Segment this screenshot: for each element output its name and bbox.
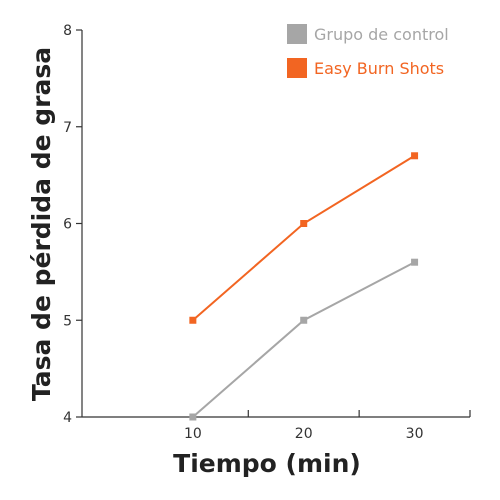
series-line (192, 154, 416, 322)
legend-label: Easy Burn Shots (314, 59, 444, 78)
y-tick-label: 8 (63, 23, 72, 39)
legend-swatch (287, 58, 307, 78)
data-point (411, 152, 419, 160)
x-axis-title: Tiempo (min) (173, 449, 361, 478)
y-tick-label: 4 (63, 410, 72, 426)
x-tick-label: 10 (184, 426, 202, 442)
y-axis-title: Tasa de pérdida de grasa (27, 47, 56, 401)
x-tick-label: 20 (295, 426, 313, 442)
y-tick-label: 5 (63, 313, 72, 329)
series-group (189, 152, 419, 421)
legend-swatch (287, 24, 307, 44)
series-line (192, 261, 416, 418)
x-ticks: 10 20 30 (184, 410, 471, 442)
legend: Grupo de control Easy Burn Shots (287, 24, 449, 78)
data-point (300, 316, 308, 324)
y-ticks: 4 5 6 7 8 (63, 23, 82, 426)
axes (81, 30, 470, 418)
data-point (189, 316, 197, 324)
data-point (189, 413, 197, 421)
data-point (300, 220, 308, 227)
data-point (411, 258, 419, 266)
x-tick-label: 30 (406, 426, 424, 442)
y-tick-label: 6 (63, 217, 72, 233)
y-tick-label: 7 (63, 120, 72, 136)
legend-label: Grupo de control (314, 25, 449, 44)
